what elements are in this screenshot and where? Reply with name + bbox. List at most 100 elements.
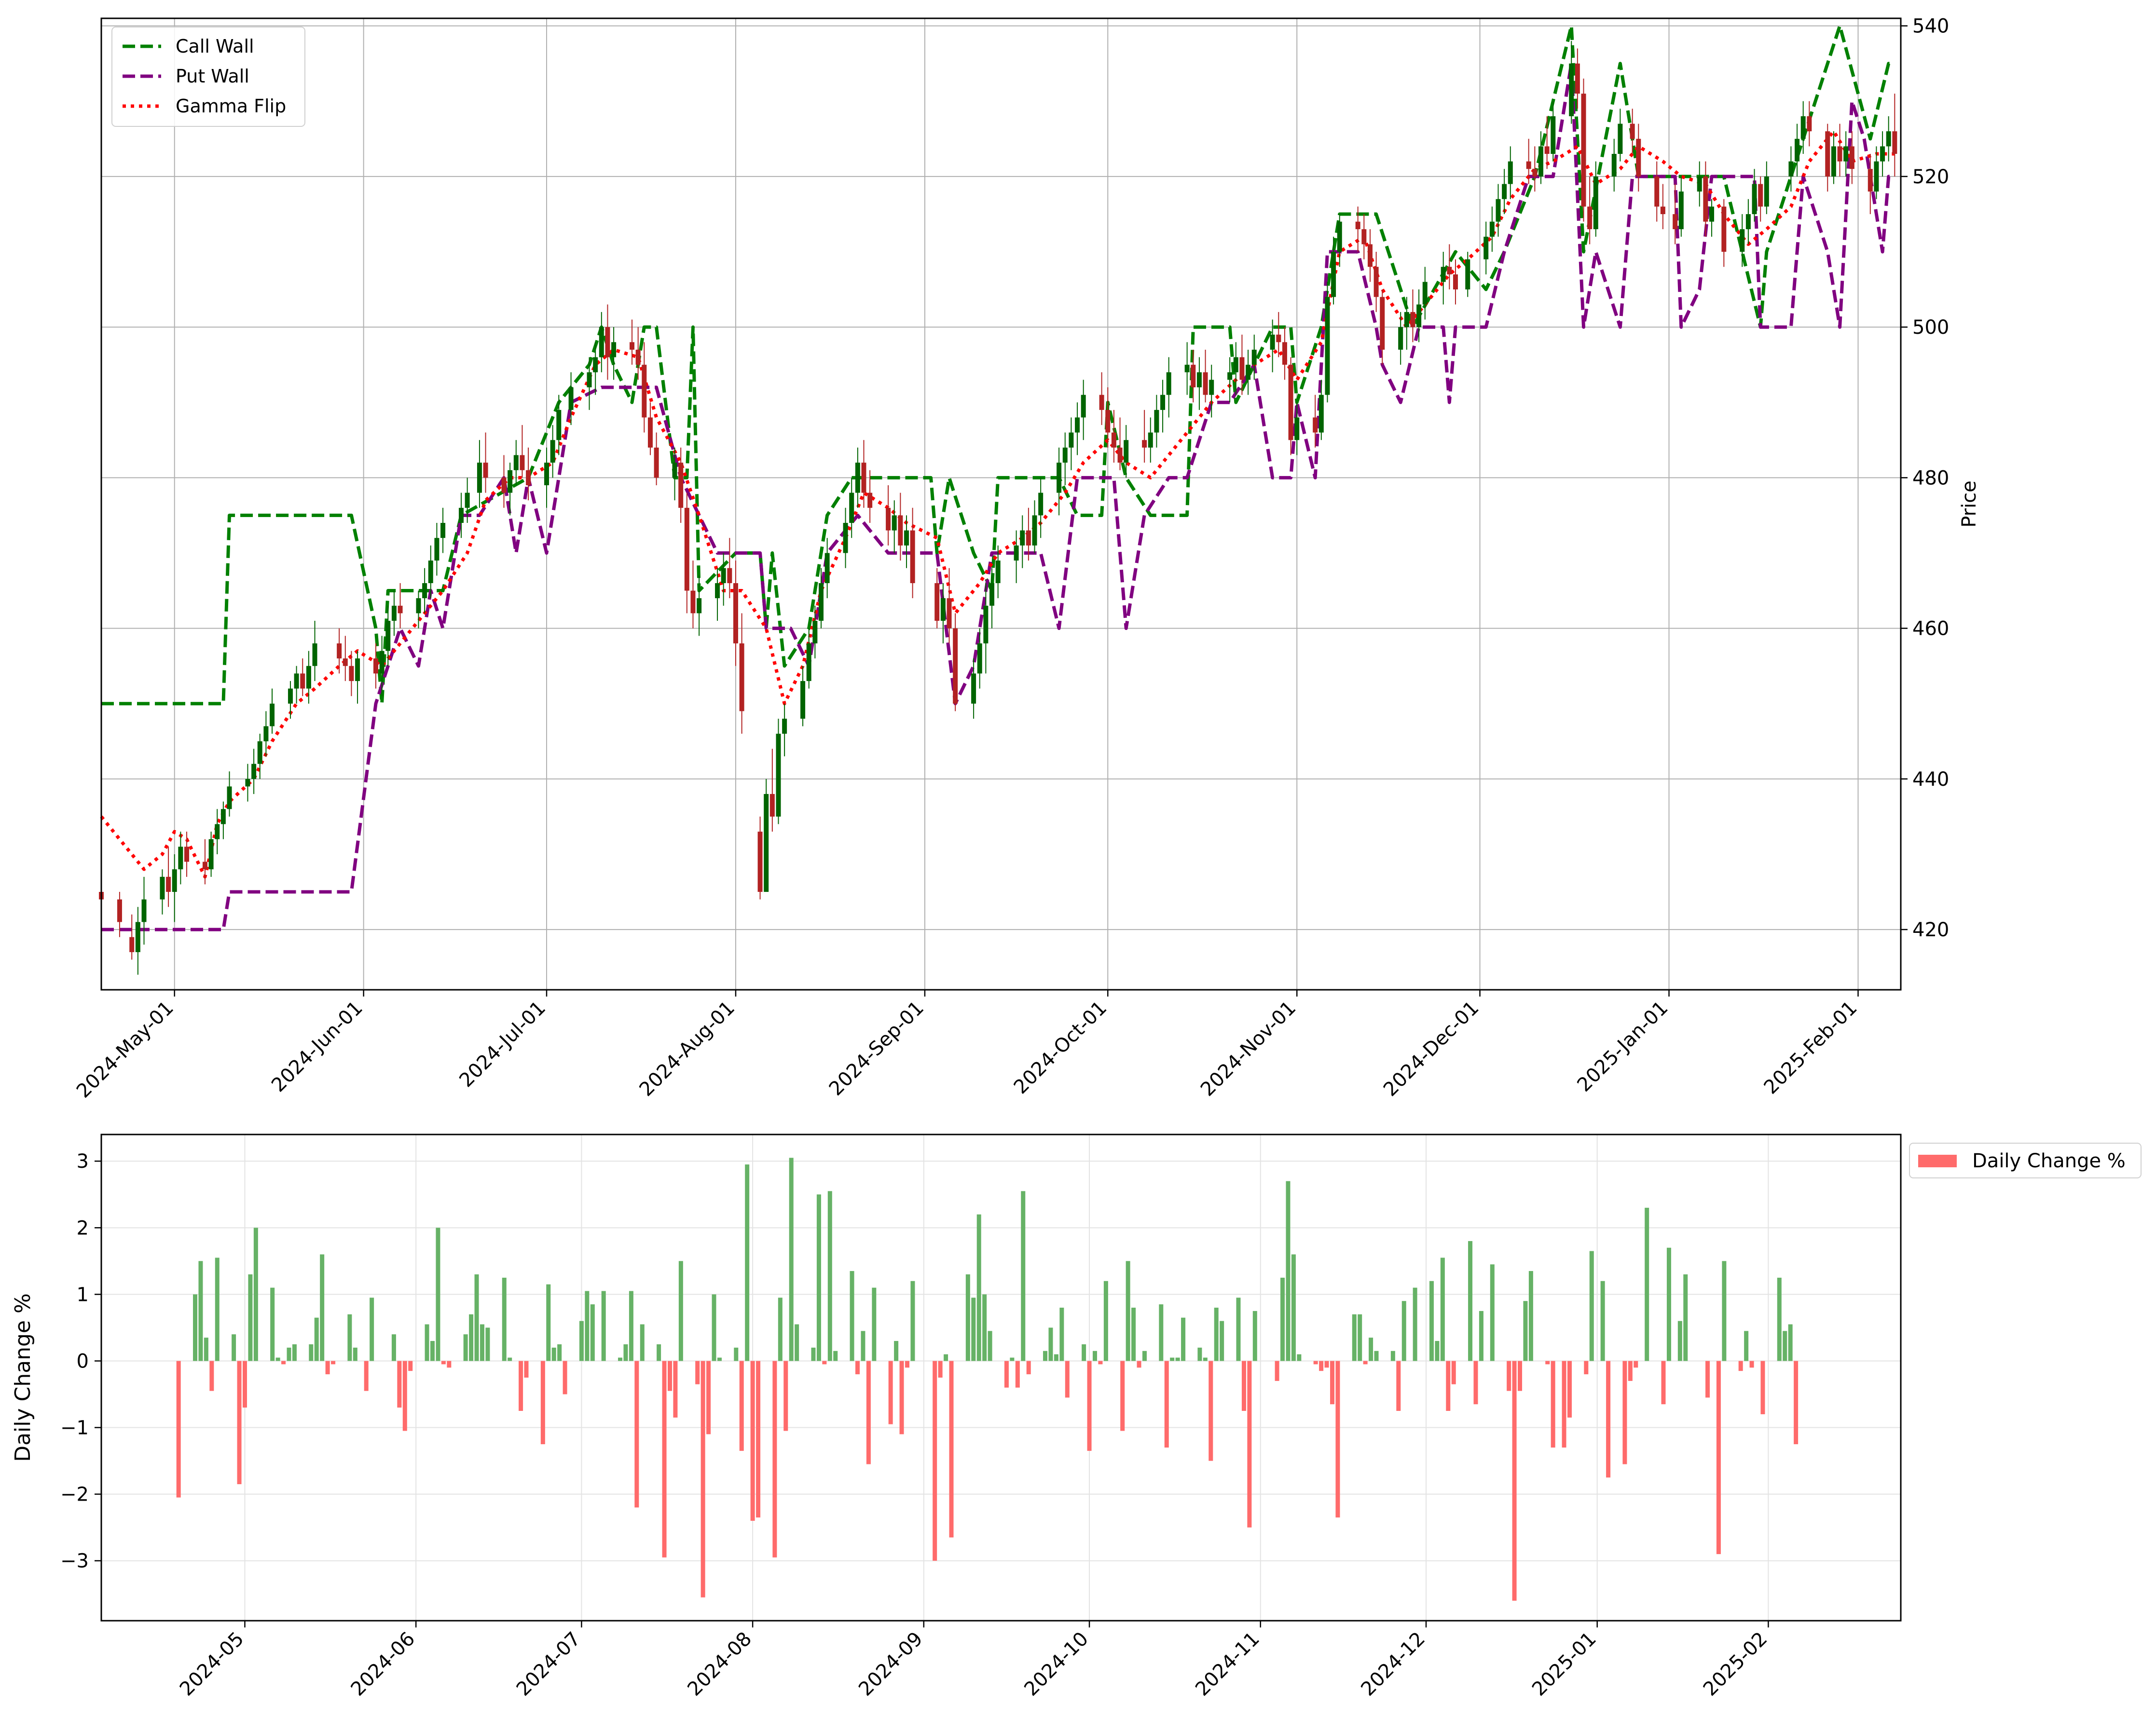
candle-body: [459, 507, 464, 523]
candle-body: [1099, 395, 1104, 410]
candle-body: [1331, 251, 1336, 297]
series-line-put-wall: [101, 62, 1895, 931]
candle-body: [117, 899, 122, 922]
change-bar: [237, 1361, 242, 1484]
change-bar: [1324, 1361, 1329, 1368]
candle-body: [1276, 334, 1281, 342]
legend-label: Put Wall: [176, 66, 249, 87]
candle-body: [953, 628, 958, 704]
candle-body: [1551, 116, 1556, 154]
candle-body: [861, 463, 866, 493]
change-bar: [1683, 1274, 1688, 1361]
candle-body: [166, 876, 171, 892]
change-bar: [585, 1291, 590, 1361]
candle-body: [690, 590, 696, 614]
change-bar: [717, 1357, 722, 1361]
change-bar: [425, 1324, 429, 1361]
candle-body: [1239, 357, 1245, 380]
candle-body: [1697, 176, 1702, 192]
candle-body: [593, 357, 598, 372]
change-bar: [1390, 1351, 1395, 1361]
change-bar: [1677, 1321, 1682, 1361]
change-bar: [662, 1361, 667, 1558]
candle-body: [373, 658, 378, 674]
change-bar: [745, 1164, 750, 1361]
candle-body: [800, 681, 806, 719]
change-bar: [1744, 1331, 1749, 1361]
change-bar: [894, 1341, 899, 1361]
candle-body: [776, 734, 781, 817]
candle-body: [647, 417, 653, 448]
change-bar: [540, 1361, 545, 1445]
change-bar: [1252, 1311, 1257, 1361]
candle-body: [654, 447, 659, 478]
candle-body: [208, 839, 214, 870]
candle-body: [1154, 410, 1159, 433]
change-bar: [827, 1191, 832, 1361]
candle-body: [1355, 221, 1360, 230]
change-bar: [700, 1361, 705, 1598]
change-bar: [524, 1361, 529, 1378]
candle-body: [1160, 395, 1166, 410]
candle-body: [440, 523, 446, 538]
candle-body: [892, 515, 897, 531]
change-bar: [1401, 1301, 1406, 1361]
change-bar: [1004, 1361, 1009, 1388]
candle-body: [1203, 372, 1208, 395]
candle-body: [782, 718, 787, 734]
candle-body: [824, 553, 830, 583]
change-bar: [193, 1294, 198, 1361]
candle-body: [477, 463, 482, 493]
price-axes-frame: [100, 17, 1902, 991]
candle-body: [1246, 365, 1251, 380]
change-bar: [1120, 1361, 1125, 1431]
candle-body: [1807, 116, 1812, 132]
change-bar: [833, 1351, 838, 1361]
change-bar: [816, 1194, 821, 1361]
change-bar: [331, 1361, 336, 1365]
change-bar: [485, 1327, 490, 1361]
candle-body: [465, 492, 470, 508]
change-bar: [1512, 1361, 1517, 1601]
candle-body: [611, 342, 617, 357]
candle-body: [428, 560, 433, 583]
change-bar: [391, 1334, 396, 1361]
candle-body: [1849, 146, 1854, 169]
change-bar: [1026, 1361, 1031, 1375]
candle-body: [769, 794, 775, 817]
candle-body: [1825, 131, 1830, 177]
candle-body: [434, 538, 439, 561]
candle-body: [733, 583, 738, 643]
candle-body: [995, 560, 1001, 583]
candle-body: [1581, 94, 1586, 207]
change-y-tick-label: 1: [77, 1284, 89, 1306]
candle-body: [1380, 297, 1385, 350]
change-bar: [1562, 1361, 1566, 1448]
change-bar: [1783, 1331, 1787, 1361]
change-bar: [1021, 1191, 1026, 1361]
change-bar: [695, 1361, 700, 1384]
candle-body: [983, 605, 989, 643]
change-bar: [1722, 1261, 1727, 1361]
change-bar: [1528, 1271, 1533, 1361]
change-bar: [347, 1314, 352, 1361]
candle-body: [1587, 206, 1593, 230]
change-bar: [1374, 1351, 1379, 1361]
candle-body: [1337, 221, 1342, 252]
change-bar: [739, 1361, 744, 1451]
candle-body: [1465, 259, 1470, 290]
change-bar: [1010, 1357, 1015, 1361]
change-bar: [706, 1361, 711, 1435]
price-y-tick-label: 520: [1912, 166, 1949, 188]
change-bar: [1286, 1181, 1291, 1361]
change-bar: [209, 1361, 214, 1391]
change-bar: [634, 1361, 639, 1508]
change-bar: [899, 1361, 904, 1435]
candle-body: [1441, 267, 1446, 282]
change-bar: [756, 1361, 761, 1517]
change-bar: [1369, 1338, 1373, 1361]
candle-body: [1709, 206, 1715, 222]
change-bar: [1440, 1257, 1445, 1361]
change-bar: [910, 1281, 915, 1361]
candle-body: [257, 741, 262, 764]
